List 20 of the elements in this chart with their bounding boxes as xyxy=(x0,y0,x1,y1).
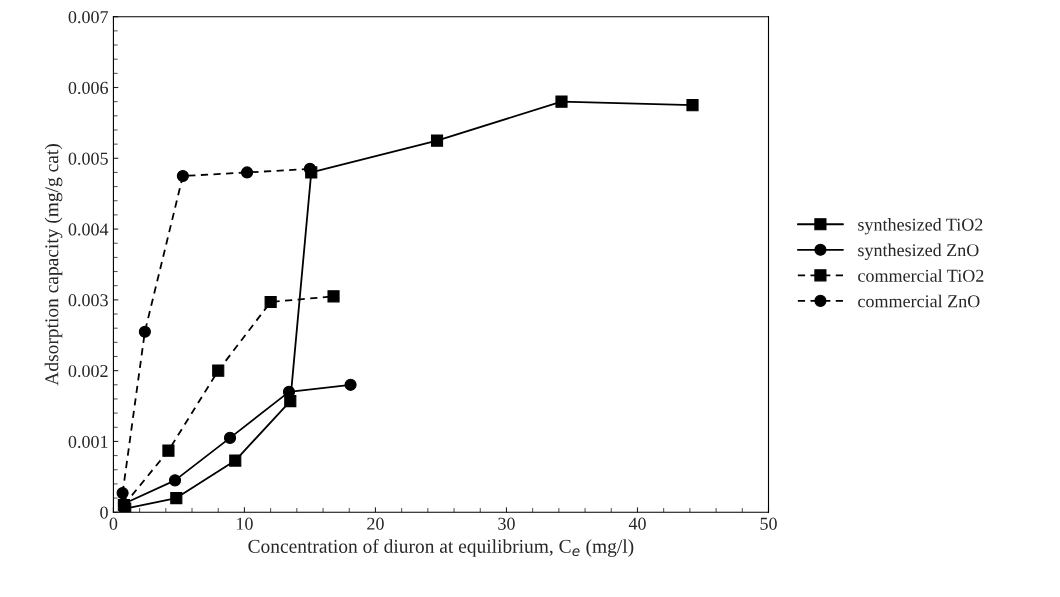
x-axis-title: Concentration of diuron at equilibrium, C$_{e}$ (mg/l) xyxy=(248,539,634,557)
legend-label: synthesized ZnO xyxy=(858,243,979,261)
x-tick-label: 50 xyxy=(760,517,777,530)
y-tick-label: 0.002 xyxy=(68,364,108,378)
x-tick-label: 0 xyxy=(109,517,118,530)
x-tick-label: 20 xyxy=(367,517,384,530)
y-tick-label: 0.001 xyxy=(68,435,108,448)
legend-label: commercial ZnO xyxy=(858,294,980,308)
y-tick-label: 0.004 xyxy=(68,223,109,236)
x-tick-label: 30 xyxy=(498,517,515,530)
x-tick-label: 40 xyxy=(628,517,646,530)
x-tick-label: 10 xyxy=(237,517,253,530)
y-tick-label: 0.006 xyxy=(68,81,109,95)
y-tick-label: 0.003 xyxy=(68,294,108,307)
y-tick-label: 0.007 xyxy=(68,10,109,24)
y-tick-label: 0 xyxy=(100,506,108,519)
y-axis-title: Adsorption capacity (mg/g cat) xyxy=(44,144,63,386)
y-tick-label: 0.005 xyxy=(68,152,108,165)
legend-label: commercial TiO2 xyxy=(858,269,984,282)
legend-label: synthesized TiO2 xyxy=(858,218,983,235)
